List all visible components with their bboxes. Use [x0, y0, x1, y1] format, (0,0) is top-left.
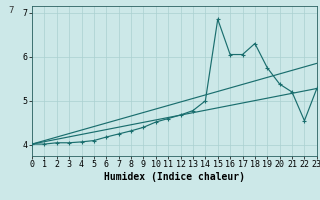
Text: 7: 7: [8, 6, 13, 15]
X-axis label: Humidex (Indice chaleur): Humidex (Indice chaleur): [104, 172, 245, 182]
